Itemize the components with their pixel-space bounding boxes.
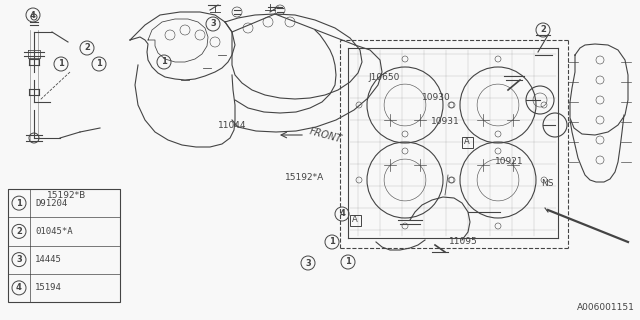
Text: 3: 3 — [305, 259, 311, 268]
Text: 1: 1 — [16, 199, 22, 208]
Bar — [461, 137, 472, 148]
Text: 01045*A: 01045*A — [35, 227, 72, 236]
Text: 2: 2 — [540, 26, 546, 35]
Text: 15192*B: 15192*B — [47, 191, 86, 201]
Text: FRONT: FRONT — [308, 126, 342, 144]
Text: NS: NS — [541, 180, 554, 188]
Text: 4: 4 — [339, 210, 345, 219]
Text: 10931: 10931 — [431, 117, 460, 126]
Text: 1: 1 — [161, 58, 167, 67]
Text: 4: 4 — [30, 11, 36, 20]
Text: A: A — [464, 138, 470, 147]
Text: 1: 1 — [96, 60, 102, 68]
Text: 2: 2 — [84, 44, 90, 52]
Text: D91204: D91204 — [35, 199, 67, 208]
Text: 3: 3 — [210, 20, 216, 28]
Text: 2: 2 — [16, 227, 22, 236]
Text: 14445: 14445 — [35, 255, 62, 264]
Text: 1: 1 — [345, 258, 351, 267]
Text: 10921: 10921 — [495, 157, 524, 166]
Bar — [349, 214, 360, 226]
Text: 1: 1 — [58, 60, 64, 68]
Text: 15194: 15194 — [35, 284, 62, 292]
Text: A: A — [352, 215, 358, 225]
Bar — [8, 189, 120, 302]
Text: 4: 4 — [16, 284, 22, 292]
Text: 1: 1 — [329, 237, 335, 246]
Text: A006001151: A006001151 — [577, 303, 635, 312]
Text: 11095: 11095 — [449, 237, 477, 246]
Text: 10930: 10930 — [422, 93, 451, 102]
Text: 3: 3 — [16, 255, 22, 264]
Text: 11044: 11044 — [218, 122, 246, 131]
Text: 15192*A: 15192*A — [285, 172, 324, 181]
Text: J10650: J10650 — [368, 74, 399, 83]
